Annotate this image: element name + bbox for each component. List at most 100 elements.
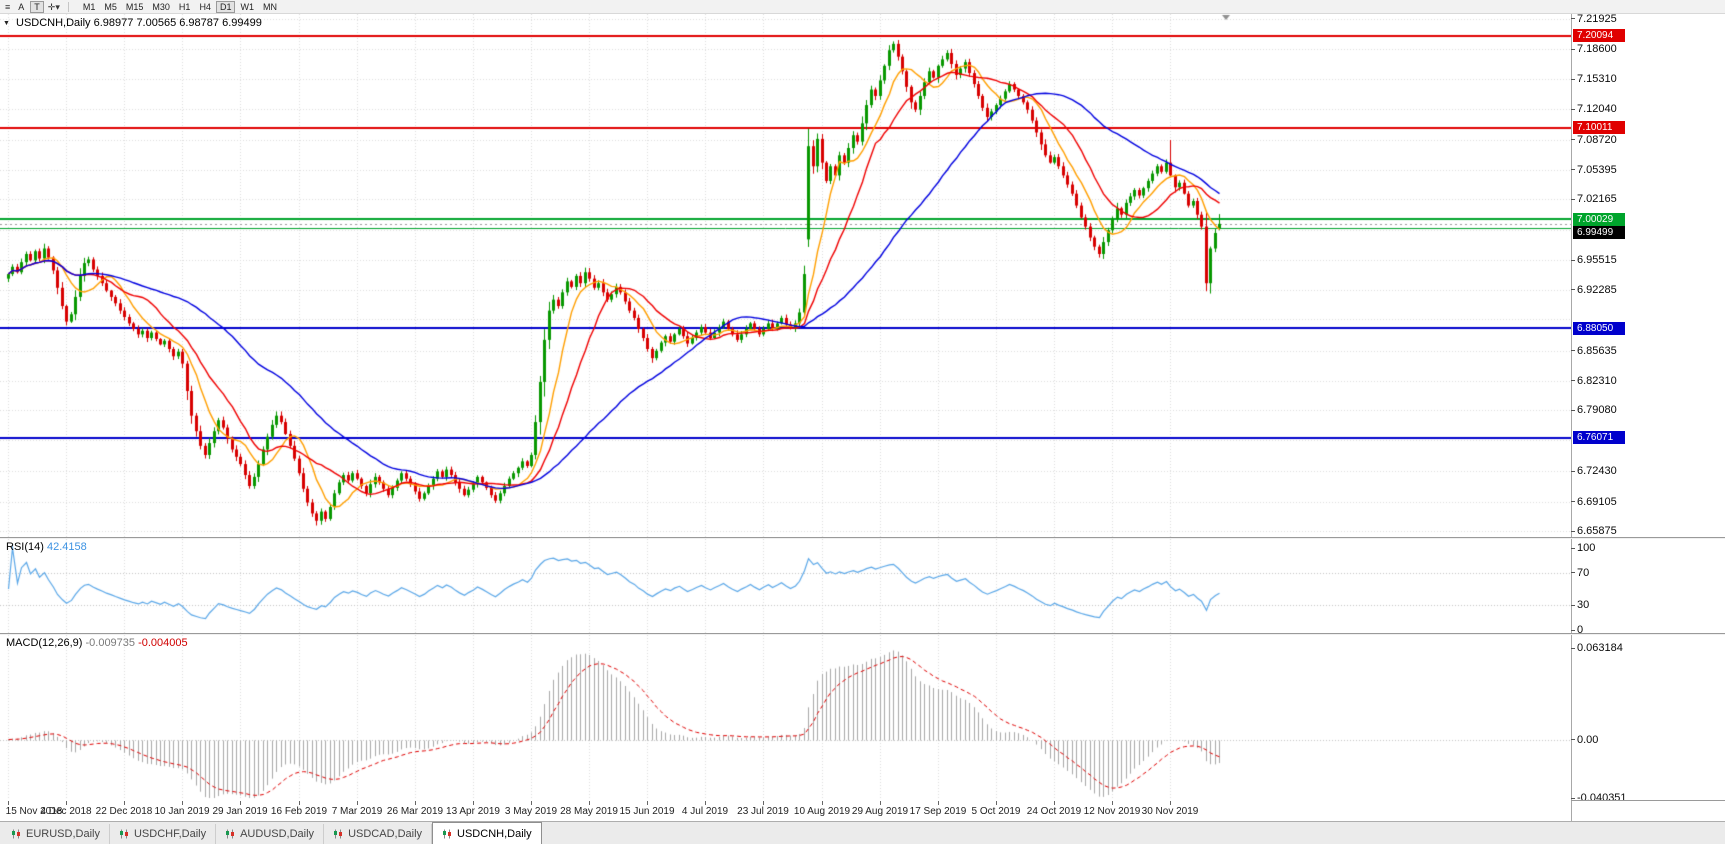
timeframe-m1-button[interactable]: M1 — [79, 1, 100, 13]
macd-main-value: -0.009735 — [85, 637, 136, 649]
price-axis-label: 7.21925 — [1577, 12, 1617, 25]
price-axis[interactable]: 7.21925 7.18600 7.15310 7.12040 7.08720 7.053… — [1571, 12, 1725, 537]
timeframe-group: M1 M5 M15 M30 H1 H4 D1 W1 MN — [79, 0, 281, 13]
date-axis-tick — [647, 801, 648, 805]
chart-tab-usdcnh[interactable]: USDCNH,Daily — [432, 822, 542, 844]
date-axis-label: 17 Sep 2019 — [909, 806, 967, 817]
menu-icon[interactable]: ≡ — [5, 1, 11, 12]
price-axis-tick — [1571, 78, 1575, 80]
rsi-canvas[interactable] — [0, 539, 1571, 633]
date-axis-tick — [996, 801, 997, 805]
price-axis-tick — [1571, 18, 1575, 20]
draw-tool-button[interactable]: ✛▾ — [46, 1, 62, 13]
price-axis-tick — [1571, 380, 1575, 382]
chart-tab-usdcad[interactable]: USDCAD,Daily — [324, 824, 433, 844]
rsi-axis-tick — [1571, 604, 1575, 606]
date-axis-tick — [822, 801, 823, 805]
macd-axis-label: -0.040351 — [1577, 792, 1627, 804]
macd-canvas[interactable] — [0, 635, 1571, 800]
price-line-label: 7.10011 — [1573, 121, 1625, 135]
price-axis-tick — [1571, 470, 1575, 472]
chart-tab-bar: EURUSD,Daily USDCHF,Daily AUDUSD,Daily USDC… — [0, 821, 1725, 844]
price-axis-label: 6.72430 — [1577, 465, 1617, 478]
rsi-axis-label: 30 — [1577, 599, 1590, 612]
macd-panel-label: MACD(12,26,9) -0.009735 -0.004005 — [6, 637, 188, 649]
date-axis-tick — [880, 801, 881, 805]
date-axis-label: 4 Jul 2019 — [681, 806, 729, 817]
date-axis-label: 7 Mar 2019 — [331, 806, 383, 817]
date-axis[interactable]: 15 Nov 2018 4 Dec 2018 22 Dec 2018 10 Jan 2… — [0, 800, 1571, 821]
panel-separator[interactable] — [0, 537, 1725, 539]
price-chart-canvas[interactable] — [0, 14, 1571, 537]
price-axis-tick — [1571, 48, 1575, 50]
timeframe-m5-button[interactable]: M5 — [100, 1, 121, 13]
date-axis-tick — [299, 801, 300, 805]
timeframe-h4-button[interactable]: H4 — [195, 1, 215, 13]
date-axis-label: 29 Aug 2019 — [851, 806, 909, 817]
rsi-axis-label: 70 — [1577, 566, 1590, 579]
toolbar-button-a[interactable]: A — [14, 1, 28, 13]
price-axis-tick — [1571, 350, 1575, 351]
price-line-label: 7.00029 — [1573, 212, 1625, 226]
price-axis-label: 6.92285 — [1577, 283, 1617, 296]
date-axis-tick — [763, 801, 764, 805]
rsi-name: RSI(14) — [6, 541, 44, 553]
price-axis-tick — [1571, 198, 1575, 200]
mini-chart-icon — [11, 829, 22, 839]
chart-menu-icon[interactable]: ▼ — [3, 20, 10, 27]
rsi-axis-label: 100 — [1577, 542, 1596, 554]
mini-chart-icon — [225, 829, 236, 839]
macd-axis-tick — [1571, 647, 1575, 649]
tab-label: AUDUSD,Daily — [240, 828, 315, 840]
chart-tab-audusd[interactable]: AUDUSD,Daily — [216, 824, 325, 844]
mini-chart-icon — [333, 829, 344, 839]
price-axis-label: 7.05395 — [1577, 163, 1617, 176]
date-axis-tick — [531, 801, 532, 805]
date-axis-label: 10 Jan 2019 — [154, 806, 210, 817]
date-axis-tick — [8, 801, 9, 805]
date-axis-label: 29 Jan 2019 — [212, 806, 268, 817]
date-axis-tick — [124, 801, 125, 805]
macd-name: MACD(12,26,9) — [6, 637, 83, 649]
toolbar: ≡ A T ✛▾ M1 M5 M15 M30 H1 H4 D1 W1 MN — [0, 0, 1725, 14]
date-axis-tick — [415, 801, 416, 805]
rsi-axis-tick — [1571, 572, 1575, 574]
macd-axis-tick — [1571, 797, 1575, 799]
date-axis-tick — [705, 801, 706, 805]
timeframe-m15-button[interactable]: M15 — [122, 1, 148, 13]
tab-label: USDCAD,Daily — [348, 828, 423, 840]
timeframe-w1-button[interactable]: W1 — [236, 1, 258, 13]
panel-separator[interactable] — [0, 633, 1725, 635]
rsi-current-value: 42.4158 — [46, 541, 87, 553]
price-axis-tick — [1571, 501, 1575, 502]
timeframe-mn-button[interactable]: MN — [259, 1, 281, 13]
axis-border — [1571, 14, 1572, 821]
date-axis-tick — [1054, 801, 1055, 805]
macd-axis-label: 0.063184 — [1577, 642, 1623, 654]
price-axis-label: 7.18600 — [1577, 43, 1617, 56]
toolbar-separator — [67, 1, 69, 12]
crosshair-icon: ✛ — [47, 1, 56, 12]
macd-signal-value: -0.004005 — [138, 637, 188, 649]
date-axis-label: 3 May 2019 — [504, 806, 558, 817]
macd-axis[interactable]: 0.063184 0.00 -0.040351 — [1571, 635, 1725, 804]
date-axis-tick — [66, 801, 67, 805]
timeframe-h1-button[interactable]: H1 — [175, 1, 195, 13]
rsi-axis[interactable]: 100 70 30 0 — [1571, 539, 1725, 636]
chart-tab-usdchf[interactable]: USDCHF,Daily — [110, 824, 217, 844]
timeframe-d1-button[interactable]: D1 — [215, 0, 236, 13]
chart-tab-eurusd[interactable]: EURUSD,Daily — [2, 824, 110, 844]
tab-label: USDCNH,Daily — [457, 827, 532, 840]
rsi-panel-label: RSI(14) 42.4158 — [6, 541, 87, 553]
price-axis-tick — [1571, 108, 1575, 110]
toolbar-button-t[interactable]: T — [30, 0, 44, 13]
price-line-label: 6.88050 — [1573, 321, 1625, 335]
chart-title: ▼ USDCNH,Daily 6.98977 7.00565 6.98787 6… — [3, 17, 262, 29]
date-axis-tick — [938, 801, 939, 805]
timeframe-m30-button[interactable]: M30 — [148, 1, 174, 13]
date-axis-label: 4 Dec 2018 — [40, 806, 92, 817]
price-axis-label: 6.69105 — [1577, 495, 1617, 508]
date-axis-tick — [357, 801, 358, 805]
date-axis-label: 15 Nov 2018 — [5, 806, 63, 817]
price-axis-label: 7.15310 — [1577, 73, 1617, 86]
